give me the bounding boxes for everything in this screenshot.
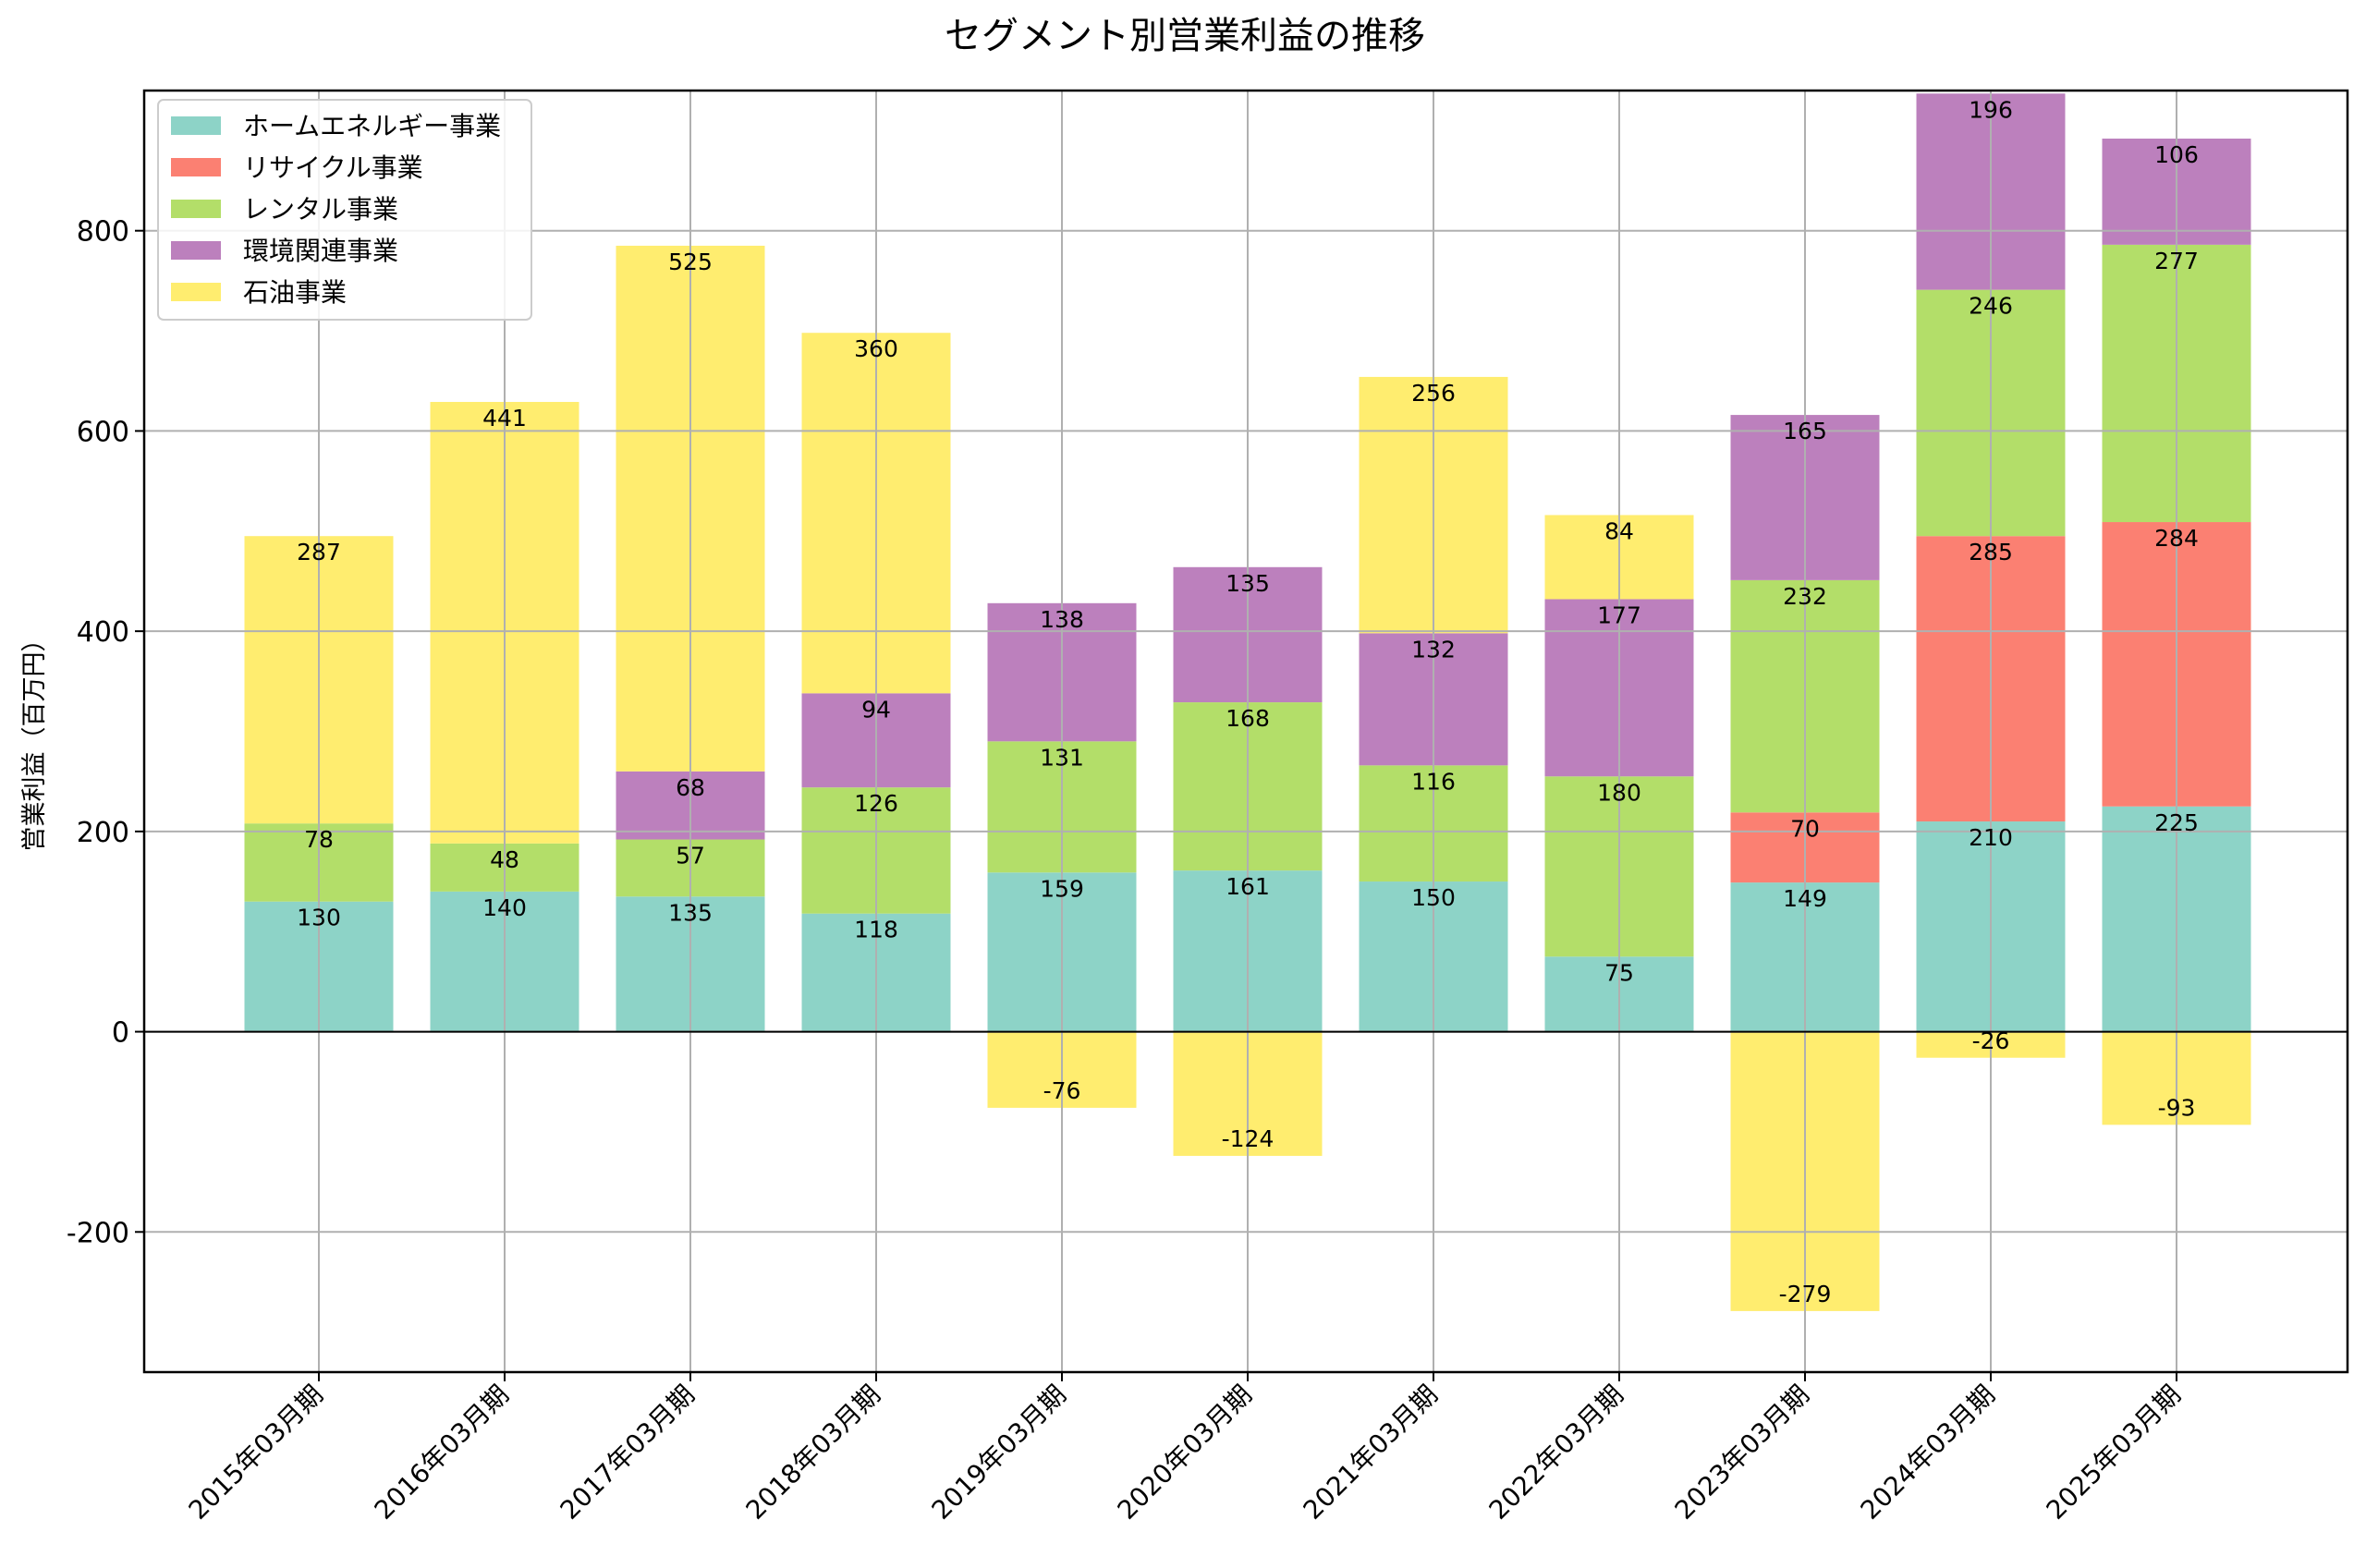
data-label-5-9: -279 (1779, 1281, 1832, 1307)
legend-label-4: 環境関連事業 (243, 236, 398, 266)
data-label-1-8: 75 (1604, 959, 1634, 986)
data-label-4-3: 68 (676, 774, 705, 801)
x-tick-label-7: 2021年03月期 (1298, 1380, 1444, 1525)
x-tick-label-8: 2022年03月期 (1483, 1380, 1629, 1525)
data-label-2-9: 70 (1790, 815, 1820, 842)
data-label-5-7: 256 (1411, 380, 1456, 407)
data-label-3-7: 116 (1411, 768, 1456, 795)
data-label-5-1: 287 (297, 539, 341, 565)
x-tick-label-2: 2016年03月期 (369, 1380, 515, 1525)
x-tick-label-10: 2024年03月期 (1855, 1380, 2001, 1525)
data-label-2-11: 284 (2154, 525, 2199, 552)
data-label-1-5: 159 (1040, 875, 1084, 902)
data-label-4-9: 165 (1783, 418, 1827, 444)
y-tick-label-5: 600 (77, 416, 129, 448)
chart-title: セグメント別営業利益の推移 (945, 15, 1425, 57)
legend-label-5: 石油事業 (243, 277, 347, 308)
legend-label-2: リサイクル事業 (243, 152, 423, 183)
data-label-4-4: 94 (861, 696, 891, 723)
data-label-5-2: 441 (482, 405, 527, 432)
data-label-5-3: 525 (668, 249, 713, 275)
legend-label-1: ホームエネルギー事業 (243, 111, 501, 141)
y-tick-label-6: 800 (77, 216, 129, 249)
y-tick-label-3: 200 (77, 817, 129, 849)
data-label-4-11: 106 (2154, 141, 2199, 168)
data-label-2-10: 285 (1969, 539, 2013, 565)
y-tick-label-1: -200 (67, 1217, 129, 1249)
data-label-5-8: 84 (1604, 517, 1634, 544)
data-label-3-2: 48 (490, 846, 519, 873)
legend-swatch-4 (171, 241, 221, 260)
data-label-3-1: 78 (304, 826, 334, 853)
legend-swatch-2 (171, 158, 221, 176)
y-axis-label: 営業利益（百万円） (20, 627, 49, 852)
data-label-1-1: 130 (297, 905, 341, 931)
data-label-4-6: 135 (1226, 570, 1270, 597)
x-tick-label-3: 2017年03月期 (555, 1380, 701, 1525)
data-label-3-8: 180 (1597, 779, 1641, 806)
y-tick-label-4: 400 (77, 616, 129, 649)
data-label-5-5: -76 (1043, 1077, 1081, 1104)
data-label-1-10: 210 (1969, 824, 2013, 851)
x-tick-label-5: 2019年03月期 (926, 1380, 1072, 1525)
data-label-3-10: 246 (1969, 293, 2013, 320)
x-tick-label-1: 2015年03月期 (183, 1380, 329, 1525)
data-label-1-7: 150 (1411, 884, 1456, 911)
data-label-4-5: 138 (1040, 606, 1084, 633)
data-label-1-6: 161 (1226, 873, 1270, 900)
x-tick-label-4: 2018年03月期 (740, 1380, 886, 1525)
data-label-1-3: 135 (668, 899, 713, 926)
data-label-1-4: 118 (854, 917, 898, 943)
data-label-5-4: 360 (854, 335, 898, 362)
x-tick-label-9: 2023年03月期 (1669, 1380, 1815, 1525)
data-label-1-2: 140 (482, 894, 527, 921)
plot-frame (142, 89, 2349, 1374)
data-label-4-7: 132 (1411, 636, 1456, 662)
legend-swatch-1 (171, 116, 221, 135)
x-tick-label-11: 2025年03月期 (2041, 1380, 2187, 1525)
x-tick-label-6: 2020年03月期 (1112, 1380, 1258, 1525)
data-label-3-4: 126 (854, 790, 898, 817)
data-label-3-9: 232 (1783, 583, 1827, 610)
data-labels-layer: 130 78 287 140 48 441 135 57 68 525 118 126 94 360 159… (144, 91, 2348, 1372)
data-label-4-8: 177 (1597, 602, 1641, 628)
y-tick-label-2: 0 (112, 1017, 129, 1050)
legend-box (157, 99, 532, 321)
data-label-3-3: 57 (676, 843, 705, 869)
data-label-3-11: 277 (2154, 248, 2199, 274)
legend-swatch-5 (171, 283, 221, 301)
legend-label-3: レンタル事業 (243, 194, 398, 225)
data-label-1-11: 225 (2154, 809, 2199, 836)
data-label-5-11: -93 (2158, 1094, 2196, 1121)
legend-swatch-3 (171, 200, 221, 218)
data-label-4-10: 196 (1969, 96, 2013, 123)
data-label-5-6: -124 (1222, 1125, 1274, 1152)
data-label-3-5: 131 (1040, 744, 1084, 771)
data-label-3-6: 168 (1226, 705, 1270, 732)
data-label-1-9: 149 (1783, 885, 1827, 912)
